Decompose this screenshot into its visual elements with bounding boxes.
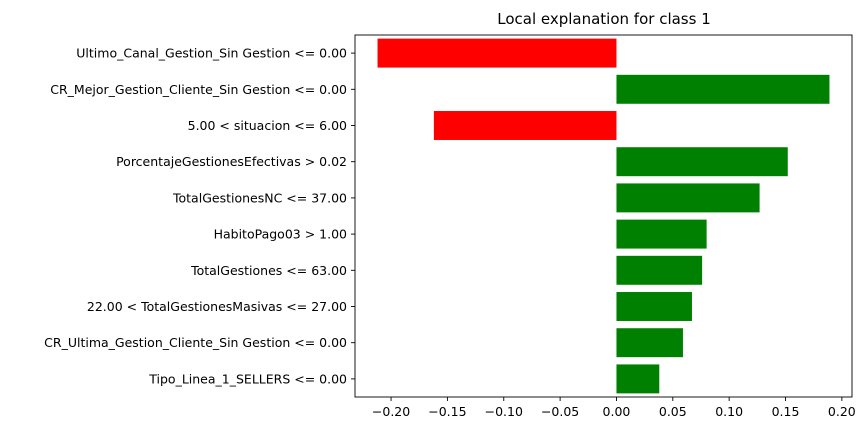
y-tick-label: HabitoPago03 > 1.00 xyxy=(214,227,347,242)
bar-8 xyxy=(616,292,692,321)
chart-title: Local explanation for class 1 xyxy=(497,10,711,28)
x-tick-label: 0.00 xyxy=(603,404,631,419)
y-tick-label: 22.00 < TotalGestionesMasivas <= 27.00 xyxy=(87,299,347,314)
y-tick-label: TotalGestiones <= 63.00 xyxy=(190,263,347,278)
bar-9 xyxy=(616,328,683,358)
bar-4 xyxy=(616,147,788,177)
x-axis-ticks: −0.20 −0.15 −0.10 −0.05 0.00 0.05 0.10 0.15 0.20 xyxy=(372,397,856,419)
bar-1 xyxy=(377,38,617,68)
x-tick-label: 0.20 xyxy=(828,404,856,419)
bar-7 xyxy=(616,255,703,285)
bars-group xyxy=(377,38,830,394)
x-tick-label: 0.10 xyxy=(715,404,743,419)
y-tick-label: Ultimo_Canal_Gestion_Sin Gestion <= 0.00 xyxy=(76,46,347,61)
bar-5 xyxy=(616,183,760,213)
y-tick-label: Tipo_Linea_1_SELLERS <= 0.00 xyxy=(148,371,347,386)
x-tick-label: −0.10 xyxy=(485,404,523,419)
x-tick-label: 0.05 xyxy=(659,404,687,419)
x-tick-label: −0.20 xyxy=(372,404,410,419)
y-tick-label: 5.00 < situacion <= 6.00 xyxy=(188,118,347,133)
bar-2 xyxy=(616,74,830,104)
bar-10 xyxy=(616,364,660,394)
axes-frame xyxy=(354,34,853,398)
y-tick-label: TotalGestionesNC <= 37.00 xyxy=(172,190,347,205)
y-tick-label: PorcentajeGestionesEfectivas > 0.02 xyxy=(116,154,347,169)
bar-3 xyxy=(433,111,617,140)
x-tick-label: 0.15 xyxy=(772,404,800,419)
bar-6 xyxy=(616,219,707,249)
y-tick-label: CR_Mejor_Gestion_Cliente_Sin Gestion <= … xyxy=(50,82,347,97)
y-tick-label: CR_Ultima_Gestion_Cliente_Sin Gestion <=… xyxy=(44,335,347,350)
x-tick-label: −0.05 xyxy=(541,404,579,419)
y-axis-ticks: Ultimo_Canal_Gestion_Sin Gestion <= 0.00… xyxy=(44,46,355,386)
x-tick-label: −0.15 xyxy=(428,404,466,419)
